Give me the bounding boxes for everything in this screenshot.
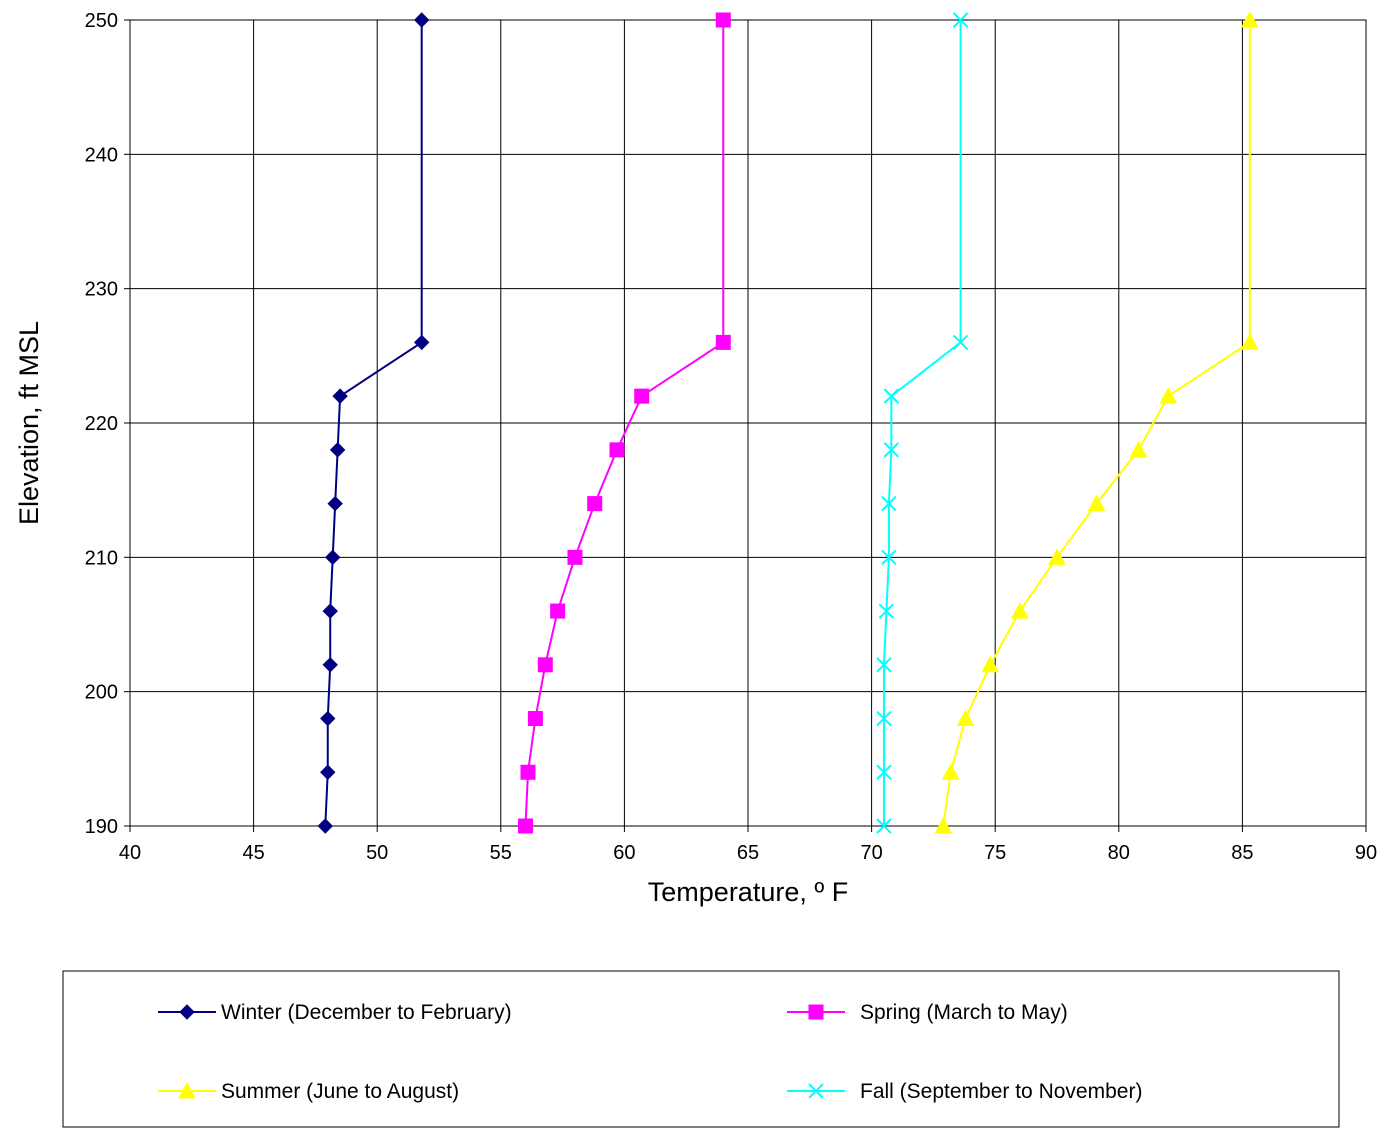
legend-label-spring: Spring (March to May) xyxy=(860,1001,1068,1024)
legend-swatch-fall xyxy=(787,1083,845,1099)
data-point-spring xyxy=(715,12,731,28)
x-axis-ticks: 40 45 50 55 60 65 70 75 80 85 90 xyxy=(119,826,1377,864)
x-axis-title: Temperature, º F xyxy=(648,877,848,907)
data-point-summer xyxy=(1087,494,1106,512)
legend-entry-spring: Spring (March to May) xyxy=(787,1001,1068,1024)
data-point-fall xyxy=(883,388,900,404)
data-point-summer xyxy=(981,655,1000,673)
data-point-summer xyxy=(1159,387,1178,404)
legend-box xyxy=(62,970,1340,1128)
data-point-spring xyxy=(518,818,534,834)
x-tick-label: 85 xyxy=(1231,842,1253,864)
data-point-winter xyxy=(413,12,430,28)
x-tick-label: 50 xyxy=(366,842,388,864)
data-point-fall xyxy=(876,764,892,780)
x-tick-label: 40 xyxy=(119,842,141,864)
data-point-spring xyxy=(715,334,731,350)
data-point-summer xyxy=(1048,548,1066,565)
y-axis-title: Elevation, ft MSL xyxy=(14,321,44,525)
data-point-summer xyxy=(1011,602,1029,619)
data-point-spring xyxy=(587,496,603,512)
data-point-spring xyxy=(567,549,583,565)
x-tick-label: 90 xyxy=(1355,842,1377,864)
y-tick-label: 200 xyxy=(85,682,118,704)
x-tick-label: 75 xyxy=(984,842,1006,864)
data-point-spring xyxy=(550,603,566,619)
y-tick-label: 240 xyxy=(85,144,118,166)
data-point-summer xyxy=(1240,10,1259,28)
legend-swatch-spring xyxy=(787,1004,845,1020)
data-point-summer xyxy=(1240,333,1259,350)
data-point-spring xyxy=(609,442,625,458)
series-spring xyxy=(518,12,731,834)
x-tick-label: 70 xyxy=(860,842,882,864)
data-point-summer xyxy=(956,709,975,727)
data-point-winter xyxy=(329,442,346,458)
y-tick-label: 250 xyxy=(85,10,118,32)
data-point-winter xyxy=(324,549,341,566)
y-tick-label: 230 xyxy=(85,279,118,301)
data-point-winter xyxy=(332,388,348,404)
legend-entry-fall: Fall (September to November) xyxy=(787,1080,1142,1103)
legend-marker xyxy=(178,1081,196,1099)
data-point-spring xyxy=(537,657,553,673)
data-point-winter xyxy=(320,764,336,780)
data-point-fall xyxy=(878,603,895,619)
legend-swatch-winter xyxy=(158,1004,216,1020)
x-tick-label: 45 xyxy=(242,842,264,864)
x-tick-label: 55 xyxy=(490,842,512,864)
data-point-winter xyxy=(413,334,430,351)
data-point-summer xyxy=(941,763,960,780)
series-summer xyxy=(934,10,1259,834)
data-point-spring xyxy=(520,764,536,780)
y-axis-ticks: 190 200 210 220 230 240 250 xyxy=(85,10,130,838)
y-tick-label: 220 xyxy=(85,413,118,435)
legend: Winter (December to February) Spring (Ma… xyxy=(62,970,1340,1128)
data-point-fall xyxy=(883,442,900,458)
y-tick-label: 190 xyxy=(85,816,118,838)
x-tick-label: 60 xyxy=(613,842,635,864)
data-point-summer xyxy=(934,816,953,834)
data-point-fall xyxy=(952,12,969,28)
grid-lines xyxy=(130,20,1366,826)
data-point-fall xyxy=(876,818,892,834)
legend-marker xyxy=(808,1083,824,1099)
data-point-spring xyxy=(634,388,650,404)
legend-entry-winter: Winter (December to February) xyxy=(158,1001,512,1024)
data-point-fall xyxy=(881,549,897,566)
data-point-spring xyxy=(527,711,543,727)
data-point-fall xyxy=(952,334,969,351)
x-tick-label: 80 xyxy=(1108,842,1130,864)
legend-swatch-summer xyxy=(158,1081,216,1099)
data-point-winter xyxy=(327,495,343,512)
legend-marker xyxy=(179,1004,195,1020)
series-winter xyxy=(317,12,430,834)
data-point-winter xyxy=(322,657,338,673)
data-point-fall xyxy=(876,657,892,673)
data-point-winter xyxy=(317,818,333,834)
legend-entry-summer: Summer (June to August) xyxy=(158,1080,459,1103)
series-layer xyxy=(317,10,1259,834)
data-point-fall xyxy=(881,495,897,512)
data-point-fall xyxy=(876,710,892,727)
legend-label-fall: Fall (September to November) xyxy=(860,1080,1142,1103)
data-point-winter xyxy=(320,710,336,727)
x-tick-label: 65 xyxy=(737,842,759,864)
y-tick-label: 210 xyxy=(85,547,118,569)
data-point-summer xyxy=(1129,440,1148,458)
legend-marker xyxy=(808,1004,824,1020)
legend-label-winter: Winter (December to February) xyxy=(221,1001,512,1024)
data-point-winter xyxy=(322,603,338,619)
legend-label-summer: Summer (June to August) xyxy=(221,1080,459,1103)
series-fall xyxy=(876,12,969,834)
